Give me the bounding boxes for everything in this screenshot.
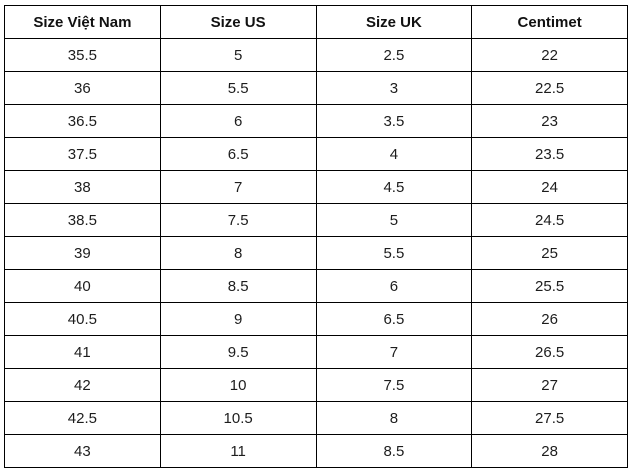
table-cell: 9.5 xyxy=(159,335,317,369)
table-row: 43 11 8.5 28 xyxy=(4,434,628,468)
table-row: 39 8 5.5 25 xyxy=(4,236,628,270)
table-cell: 36.5 xyxy=(4,104,161,138)
table-cell: 6 xyxy=(315,269,473,303)
table-cell: 39 xyxy=(4,236,161,270)
table-cell: 4.5 xyxy=(315,170,473,204)
table-cell: 23 xyxy=(471,104,628,138)
table-cell: 38 xyxy=(4,170,161,204)
table-cell: 35.5 xyxy=(4,38,161,72)
table-cell: 40 xyxy=(4,269,161,303)
table-cell: 10.5 xyxy=(159,401,317,435)
table-cell: 40.5 xyxy=(4,302,161,336)
table-row: 38.5 7.5 5 24.5 xyxy=(4,203,628,237)
table-cell: 2.5 xyxy=(315,38,473,72)
table-cell: 5 xyxy=(159,38,317,72)
column-header: Centimet xyxy=(471,5,628,39)
table-cell: 5.5 xyxy=(159,71,317,105)
table-cell: 8.5 xyxy=(315,434,473,468)
table-cell: 7.5 xyxy=(315,368,473,402)
table-cell: 38.5 xyxy=(4,203,161,237)
table-cell: 22 xyxy=(471,38,628,72)
table-cell: 25.5 xyxy=(471,269,628,303)
table-cell: 24.5 xyxy=(471,203,628,237)
table-cell: 8 xyxy=(159,236,317,270)
table-row: 42.5 10.5 8 27.5 xyxy=(4,401,628,435)
table-cell: 26.5 xyxy=(471,335,628,369)
table-head: Size Việt Nam Size US Size UK Centimet xyxy=(4,5,628,39)
table-cell: 36 xyxy=(4,71,161,105)
table-cell: 28 xyxy=(471,434,628,468)
table-row: 40.5 9 6.5 26 xyxy=(4,302,628,336)
table-cell: 11 xyxy=(159,434,317,468)
table-cell: 7 xyxy=(315,335,473,369)
table-cell: 9 xyxy=(159,302,317,336)
table-cell: 5 xyxy=(315,203,473,237)
table-cell: 3 xyxy=(315,71,473,105)
table-cell: 27 xyxy=(471,368,628,402)
table-cell: 5.5 xyxy=(315,236,473,270)
table-cell: 41 xyxy=(4,335,161,369)
table-body: 35.5 5 2.5 22 36 5.5 3 22.5 36.5 6 3.5 23 37.5 6.5 4 23… xyxy=(4,38,628,468)
table-row: 36.5 6 3.5 23 xyxy=(4,104,628,138)
table-row: 36 5.5 3 22.5 xyxy=(4,71,628,105)
table-row: 38 7 4.5 24 xyxy=(4,170,628,204)
table-cell: 22.5 xyxy=(471,71,628,105)
table-cell: 4 xyxy=(315,137,473,171)
table-cell: 27.5 xyxy=(471,401,628,435)
table-row: 42 10 7.5 27 xyxy=(4,368,628,402)
table-row: 35.5 5 2.5 22 xyxy=(4,38,628,72)
table-cell: 24 xyxy=(471,170,628,204)
table-cell: 6 xyxy=(159,104,317,138)
table-cell: 6.5 xyxy=(315,302,473,336)
column-header: Size US xyxy=(159,5,317,39)
table-cell: 6.5 xyxy=(159,137,317,171)
table-cell: 23.5 xyxy=(471,137,628,171)
table-cell: 37.5 xyxy=(4,137,161,171)
table-cell: 7 xyxy=(159,170,317,204)
table-row: 41 9.5 7 26.5 xyxy=(4,335,628,369)
column-header: Size Việt Nam xyxy=(4,5,161,39)
column-header: Size UK xyxy=(315,5,473,39)
header-row: Size Việt Nam Size US Size UK Centimet xyxy=(4,5,628,39)
table-cell: 10 xyxy=(159,368,317,402)
table-cell: 3.5 xyxy=(315,104,473,138)
table-cell: 26 xyxy=(471,302,628,336)
table-cell: 8.5 xyxy=(159,269,317,303)
table-cell: 8 xyxy=(315,401,473,435)
table-cell: 42.5 xyxy=(4,401,161,435)
table-cell: 25 xyxy=(471,236,628,270)
table-cell: 7.5 xyxy=(159,203,317,237)
table-cell: 42 xyxy=(4,368,161,402)
table-cell: 43 xyxy=(4,434,161,468)
table-row: 37.5 6.5 4 23.5 xyxy=(4,137,628,171)
size-conversion-table: Size Việt Nam Size US Size UK Centimet 35.5… xyxy=(4,5,628,468)
table-row: 40 8.5 6 25.5 xyxy=(4,269,628,303)
